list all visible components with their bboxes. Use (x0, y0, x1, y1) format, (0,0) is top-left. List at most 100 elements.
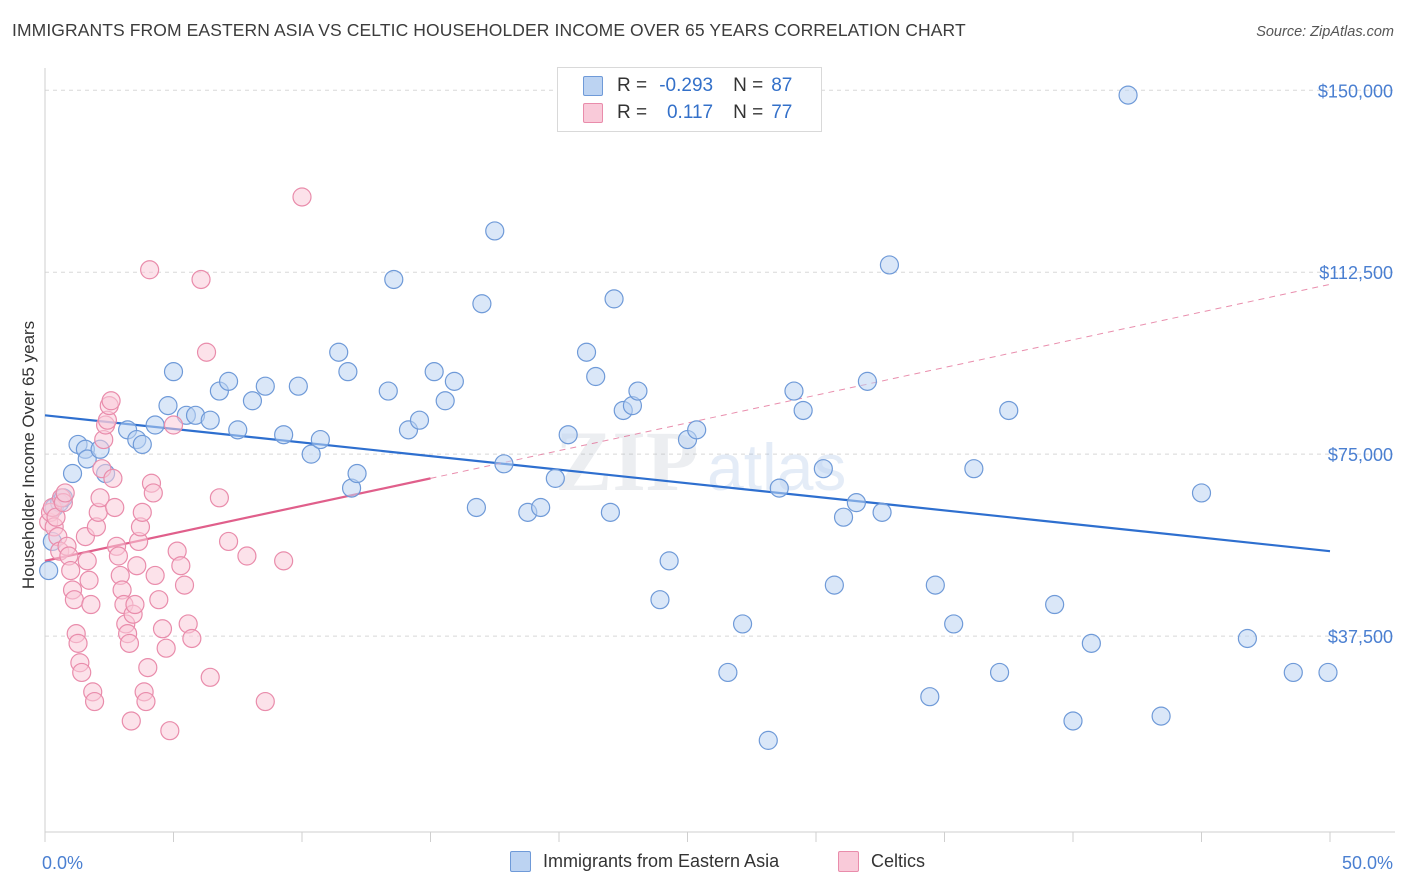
immigrants-point-58 (687, 420, 707, 440)
immigrants-point-78 (1045, 594, 1065, 615)
y-tick-label-3: $150,000 (1318, 81, 1393, 101)
celtics-point-9 (55, 483, 75, 503)
immigrants-point-70 (872, 502, 892, 522)
y-tick-label-2: $112,500 (1319, 263, 1393, 283)
legend-r-value: -0.293 (659, 75, 714, 96)
y-axis-title: Householder Income Over 65 years (19, 321, 38, 589)
x-tick-label-min: 0.0% (42, 853, 83, 873)
celtics-point-46 (125, 594, 145, 615)
immigrants-point-55 (650, 590, 670, 610)
celtics-point-61 (160, 721, 180, 741)
immigrants-point-41 (472, 294, 492, 314)
immigrants-point-61 (758, 730, 778, 750)
immigrants-point-75 (964, 459, 984, 479)
immigrants-point-51 (604, 289, 624, 309)
legend-row-pink: R = 0.117 N = 77 (583, 100, 792, 126)
celtics-point-52 (136, 691, 156, 712)
immigrants-point-45 (531, 497, 551, 518)
immigrants-point-72 (920, 687, 940, 707)
celtics-point-16 (68, 633, 88, 653)
celtics-point-12 (61, 560, 81, 581)
immigrants-point-15 (158, 396, 178, 416)
immigrants-point-79 (1063, 711, 1083, 731)
immigrants-point-85 (1283, 662, 1303, 683)
immigrants-point-8 (77, 449, 97, 469)
celtics-point-59 (152, 619, 173, 639)
legend-swatch-pink (583, 103, 603, 123)
immigrants-point-23 (242, 391, 263, 411)
immigrants-point-5 (62, 463, 83, 484)
immigrants-point-40 (466, 497, 486, 518)
series-celtics (39, 187, 312, 741)
celtics-point-68 (191, 269, 211, 290)
celtics-point-54 (140, 260, 160, 280)
immigrants-point-84 (1237, 628, 1257, 649)
bottom-legend-label-immigrants: Immigrants from Eastern Asia (543, 851, 780, 871)
immigrants-point-49 (586, 366, 606, 387)
celtics-point-20 (77, 551, 97, 571)
immigrants-point-31 (338, 362, 358, 382)
celtics-point-70 (200, 667, 220, 687)
immigrants-point-67 (833, 507, 854, 527)
immigrants-point-77 (999, 400, 1019, 421)
immigrants-point-74 (944, 614, 964, 634)
trend-line-celtics-projection (430, 283, 1331, 479)
immigrants-point-13 (132, 434, 152, 455)
immigrants-point-63 (784, 381, 804, 401)
legend-swatch-blue (583, 76, 603, 96)
immigrants-point-62 (769, 478, 789, 498)
legend-n-label: N = (733, 102, 764, 123)
legend-n-label: N = (733, 75, 764, 96)
celtics-point-47 (127, 556, 147, 576)
celtics-point-44 (121, 711, 141, 731)
celtics-point-56 (143, 483, 163, 503)
immigrants-point-81 (1118, 85, 1138, 105)
immigrants-point-56 (659, 551, 679, 571)
celtics-point-64 (171, 556, 191, 576)
immigrants-point-86 (1318, 662, 1338, 683)
immigrants-point-71 (879, 255, 900, 275)
watermark-zip: ZIP (555, 413, 698, 509)
immigrants-point-50 (600, 502, 621, 522)
immigrants-point-48 (576, 342, 597, 362)
celtics-point-58 (149, 590, 169, 610)
celtics-point-50 (132, 502, 152, 522)
immigrants-point-46 (545, 468, 565, 488)
immigrants-point-25 (274, 425, 294, 445)
celtics-point-74 (255, 691, 275, 712)
immigrants-point-59 (718, 662, 738, 683)
celtics-point-69 (196, 342, 217, 362)
celtics-point-27 (90, 488, 110, 508)
celtics-point-24 (84, 691, 105, 712)
immigrants-point-19 (200, 410, 220, 430)
immigrants-point-0 (39, 560, 59, 581)
immigrants-point-22 (228, 420, 248, 440)
legend-r-value: 0.117 (666, 102, 714, 123)
immigrants-point-29 (329, 342, 349, 362)
trend-line-immigrants (44, 414, 1331, 553)
celtics-point-62 (163, 415, 184, 435)
celtics-point-22 (81, 594, 101, 615)
immigrants-point-69 (857, 371, 878, 391)
legend-r-label: R = (617, 102, 648, 123)
celtics-point-53 (138, 657, 158, 678)
bottom-legend: Immigrants from Eastern Asia Celtics (0, 851, 1406, 877)
immigrants-point-32 (347, 463, 367, 484)
series-immigrants-from-eastern-asia (39, 85, 1338, 750)
immigrants-point-54 (628, 381, 648, 401)
celtics-point-73 (237, 546, 257, 566)
immigrants-point-42 (485, 221, 505, 241)
celtics-point-21 (79, 570, 99, 590)
immigrants-point-37 (424, 362, 444, 382)
bottom-legend-label-celtics: Celtics (871, 851, 926, 871)
legend-r-label: R = (617, 75, 648, 96)
x-tick-labels: 0.0% 50.0% (42, 853, 1393, 873)
celtics-point-35 (105, 497, 125, 518)
chart-title: IMMIGRANTS FROM EASTERN ASIA VS CELTIC H… (12, 20, 966, 40)
immigrants-point-24 (255, 376, 275, 396)
bottom-legend-item-immigrants: Immigrants from Eastern Asia (510, 851, 779, 872)
immigrants-point-33 (378, 381, 398, 401)
celtics-point-43 (119, 633, 140, 653)
celtics-point-14 (64, 590, 84, 610)
celtics-point-57 (145, 565, 165, 586)
